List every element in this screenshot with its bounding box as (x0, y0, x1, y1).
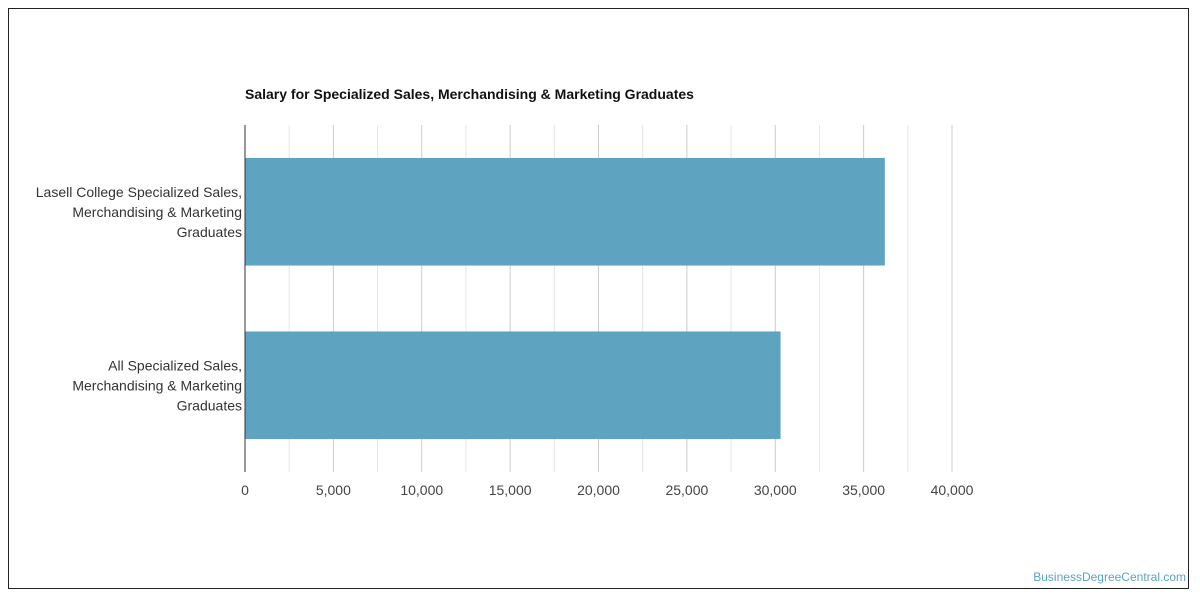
x-tick-label: 25,000 (665, 482, 708, 498)
x-tick-label: 40,000 (931, 482, 974, 498)
bar (245, 331, 781, 440)
y-category-label: Graduates (177, 224, 242, 240)
watermark-link[interactable]: BusinessDegreeCentral.com (1033, 570, 1186, 584)
x-tick-label: 0 (241, 482, 249, 498)
y-category-label: Graduates (177, 397, 242, 413)
y-category-label: Lasell College Specialized Sales, (36, 184, 242, 200)
chart-title: Salary for Specialized Sales, Merchandis… (245, 86, 694, 102)
y-category-label: Merchandising & Marketing (72, 377, 242, 393)
label-layer: 0 5,000 10,000 15,000 20,000 25,000 30,000 35,0… (36, 184, 974, 498)
x-tick-label: 15,000 (489, 482, 532, 498)
y-category-label: All Specialized Sales, (108, 357, 242, 373)
y-category-label: Merchandising & Marketing (72, 204, 242, 220)
bar (245, 157, 885, 266)
x-tick-label: 10,000 (400, 482, 443, 498)
x-tick-label: 20,000 (577, 482, 620, 498)
x-tick-label: 5,000 (316, 482, 351, 498)
x-tick-label: 30,000 (754, 482, 797, 498)
x-tick-label: 35,000 (842, 482, 885, 498)
bar-layer (245, 157, 885, 440)
